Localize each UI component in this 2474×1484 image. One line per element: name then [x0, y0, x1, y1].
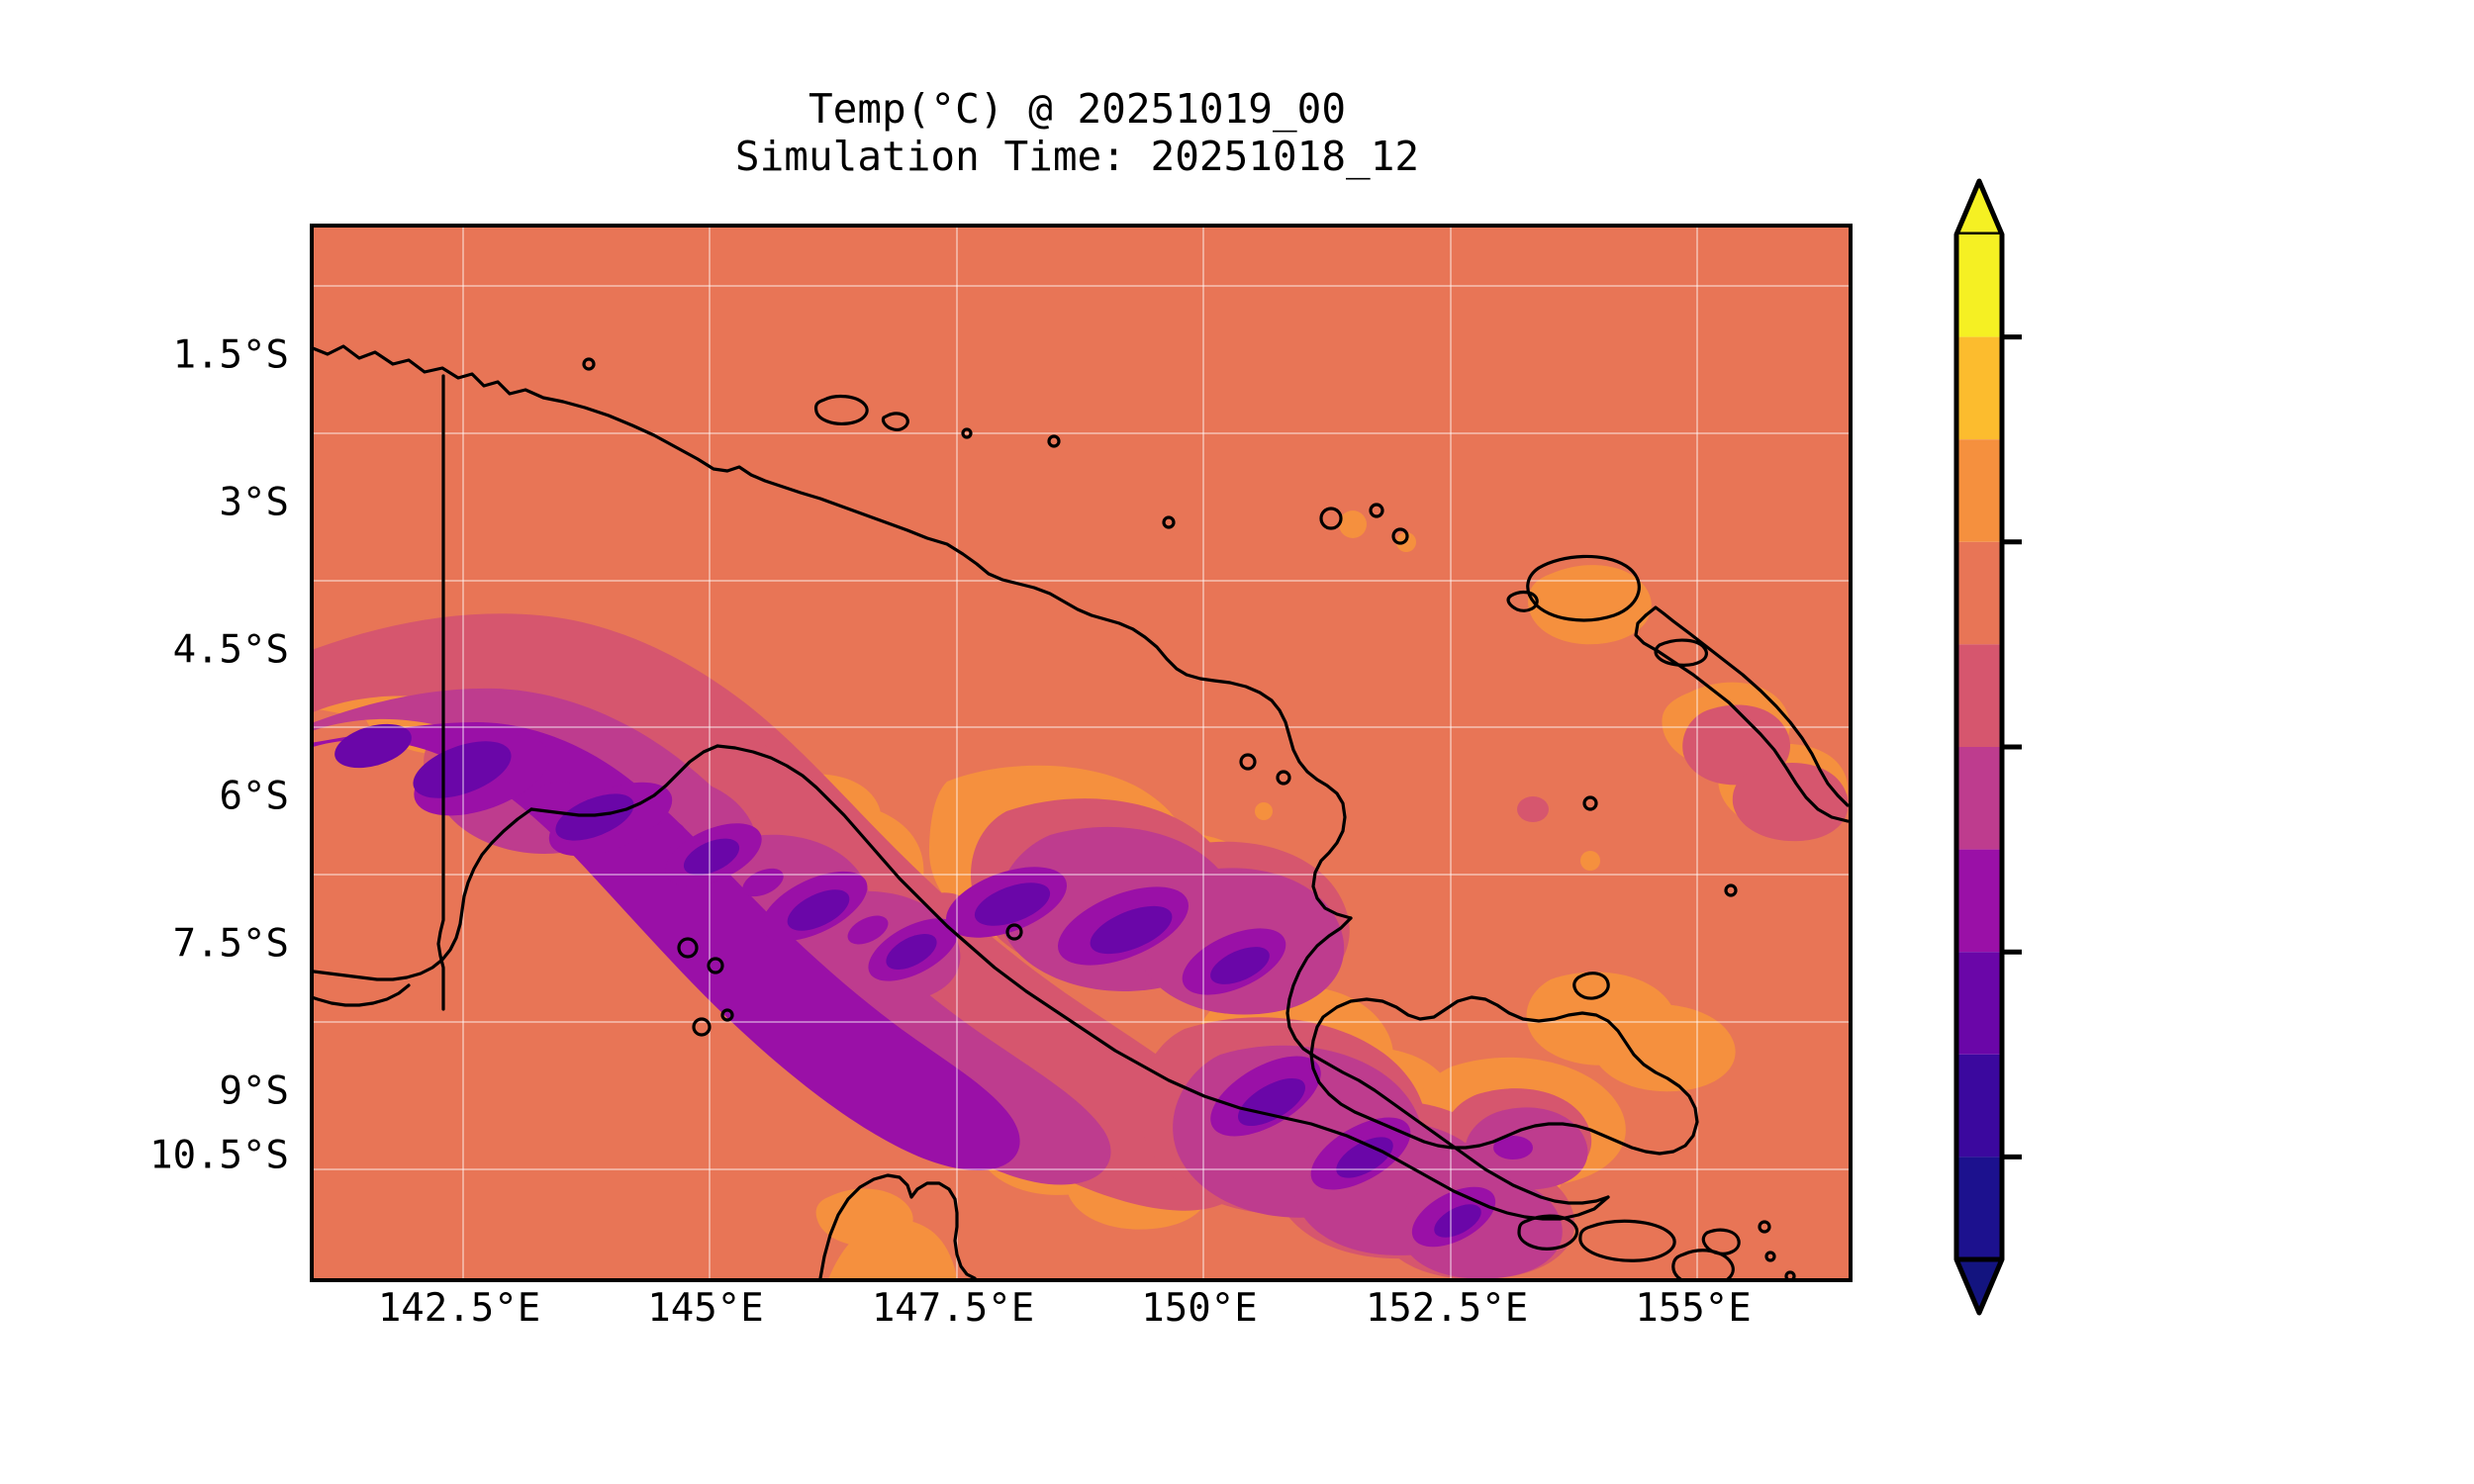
xtick-label-1: 145°E: [647, 1286, 764, 1331]
ytick-label-5: 9°S: [219, 1068, 289, 1114]
title-block: Temp(°C) @ 20251019_00 Simulation Time: …: [310, 85, 1845, 181]
colorbar-bands: [1956, 234, 2002, 1259]
xtick-label-2: 147.5°E: [871, 1286, 1035, 1331]
temperature-contour-map: [314, 228, 1849, 1278]
xtick-label-0: 142.5°E: [377, 1286, 541, 1331]
chart-title: Temp(°C) @ 20251019_00: [808, 85, 1347, 133]
ytick-label-3: 6°S: [219, 774, 289, 819]
coastlines: [314, 344, 1849, 1278]
ytick-label-6: 10.5°S: [149, 1133, 289, 1178]
map-plot-area[interactable]: [310, 224, 1853, 1282]
colorbar-under-arrow: [1953, 1256, 2005, 1316]
colorbar[interactable]: 40 30 20 10 0: [1953, 176, 2022, 1318]
xtick-label-5: 155°E: [1635, 1286, 1752, 1331]
ytick-label-4: 7.5°S: [172, 921, 289, 967]
colorbar-gradient: [1953, 178, 2022, 1316]
chart-subtitle: Simulation Time: 20251018_12: [734, 133, 1420, 181]
ytick-label-1: 3°S: [219, 480, 289, 525]
xtick-label-4: 152.5°E: [1365, 1286, 1529, 1331]
gridlines: [314, 228, 1849, 1278]
colorbar-ticks: [2002, 334, 2022, 1159]
colorbar-over-arrow: [1953, 178, 2005, 237]
band-5-10: [334, 723, 1481, 1238]
ytick-label-0: 1.5°S: [172, 332, 289, 378]
map-canvas: [314, 228, 1849, 1278]
ytick-label-2: 4.5°S: [172, 627, 289, 673]
xtick-label-3: 150°E: [1141, 1286, 1258, 1331]
